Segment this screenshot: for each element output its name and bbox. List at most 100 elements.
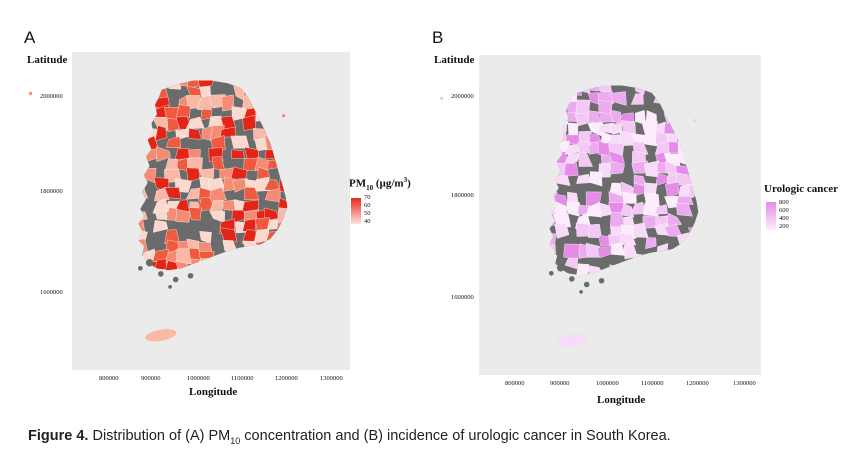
district-region <box>549 162 557 178</box>
district-region <box>152 116 171 132</box>
panel-a-x-tick: 800000 <box>99 375 119 382</box>
district-region <box>264 135 283 152</box>
district-region <box>554 222 570 239</box>
district-region <box>653 89 671 105</box>
island <box>549 270 554 276</box>
district-region <box>164 187 182 199</box>
district-region <box>154 125 168 142</box>
island <box>138 265 143 271</box>
district-region <box>665 263 682 276</box>
district-region <box>286 220 288 234</box>
district-region <box>138 176 146 193</box>
district-region <box>197 80 215 89</box>
district-region <box>702 204 715 216</box>
panel-a-x-axis-label: Longitude <box>189 386 238 398</box>
panel-a-y-axis-label: Latitude <box>27 54 68 66</box>
district-region <box>255 106 270 122</box>
district-region <box>138 94 148 111</box>
island <box>583 281 590 288</box>
district-region <box>664 102 682 114</box>
district-region <box>199 231 212 244</box>
district-region <box>577 141 590 154</box>
outlying-island <box>281 114 286 118</box>
district-region <box>276 207 288 224</box>
district-region <box>289 74 305 87</box>
panel-b-korea-choropleth-map <box>439 85 715 347</box>
district-region <box>610 273 627 276</box>
district-region <box>264 80 282 91</box>
district-region <box>257 94 269 110</box>
panel-a-legend-title: PM10 (µg/m3) <box>349 176 411 192</box>
panel-a-x-tick: 1300000 <box>320 375 343 382</box>
district-region <box>255 268 270 271</box>
district-region <box>665 181 680 198</box>
district-region <box>553 113 569 125</box>
district-region <box>152 220 169 233</box>
district-region <box>275 269 288 271</box>
district-region <box>622 267 636 276</box>
district-region <box>230 166 248 181</box>
panel-b-legend-title: Urologic cancer <box>764 183 839 195</box>
panel-a-korea-choropleth-map <box>28 74 305 342</box>
district-region <box>188 207 202 221</box>
outlying-island <box>28 91 33 96</box>
panel-a-y-tick: 1600000 <box>40 289 63 296</box>
district-region <box>156 146 171 162</box>
district-region <box>286 257 288 271</box>
district-region <box>686 123 699 134</box>
district-region <box>552 173 571 186</box>
island <box>598 277 605 284</box>
district-region <box>244 272 259 285</box>
panel-a-legend-colorbar <box>351 198 361 224</box>
district-region <box>279 116 288 129</box>
district-region <box>631 160 649 174</box>
district-region <box>289 96 304 109</box>
district-region <box>552 130 567 142</box>
district-region <box>663 121 681 136</box>
district-region <box>701 102 713 112</box>
district-region <box>230 135 250 149</box>
district-region <box>276 128 288 141</box>
district-region <box>276 95 288 109</box>
district-region <box>689 160 699 178</box>
district-region <box>219 258 235 271</box>
district-region <box>275 260 288 271</box>
district-region <box>599 112 614 123</box>
district-region <box>549 143 557 154</box>
district-region <box>167 117 181 132</box>
district-region <box>549 110 560 127</box>
district-region <box>699 141 712 156</box>
district-region <box>676 202 693 217</box>
district-region <box>197 258 212 271</box>
district-region <box>697 131 699 147</box>
figure-caption-label: Figure 4. <box>28 428 89 444</box>
figure-caption: Figure 4. Distribution of (A) PM10 conce… <box>28 428 671 446</box>
district-region <box>242 95 261 110</box>
district-region <box>208 258 225 271</box>
island <box>187 272 194 279</box>
panel-a-letter: A <box>24 28 36 47</box>
district-region <box>630 93 644 105</box>
district-region <box>699 222 712 237</box>
district-region <box>549 102 557 117</box>
panel-b-legend-colorbar <box>766 202 776 230</box>
panel-b-x-axis-label: Longitude <box>597 394 646 406</box>
island <box>556 264 565 272</box>
district-region <box>143 167 157 183</box>
panel-a-legend-tick: 50 <box>364 210 371 217</box>
district-region <box>252 80 270 91</box>
district-region <box>185 116 205 129</box>
district-region <box>565 85 582 96</box>
district-region <box>700 195 714 207</box>
district-region <box>210 135 226 152</box>
district-region <box>166 80 182 90</box>
panel-b-x-tick: 1300000 <box>733 380 756 387</box>
district-region <box>554 122 567 132</box>
district-region <box>702 235 712 247</box>
panel-b-legend-tick: 200 <box>779 223 789 230</box>
district-region <box>286 146 288 162</box>
district-region <box>653 277 671 289</box>
district-region <box>620 120 636 134</box>
district-region <box>153 80 167 90</box>
district-region <box>677 92 692 105</box>
